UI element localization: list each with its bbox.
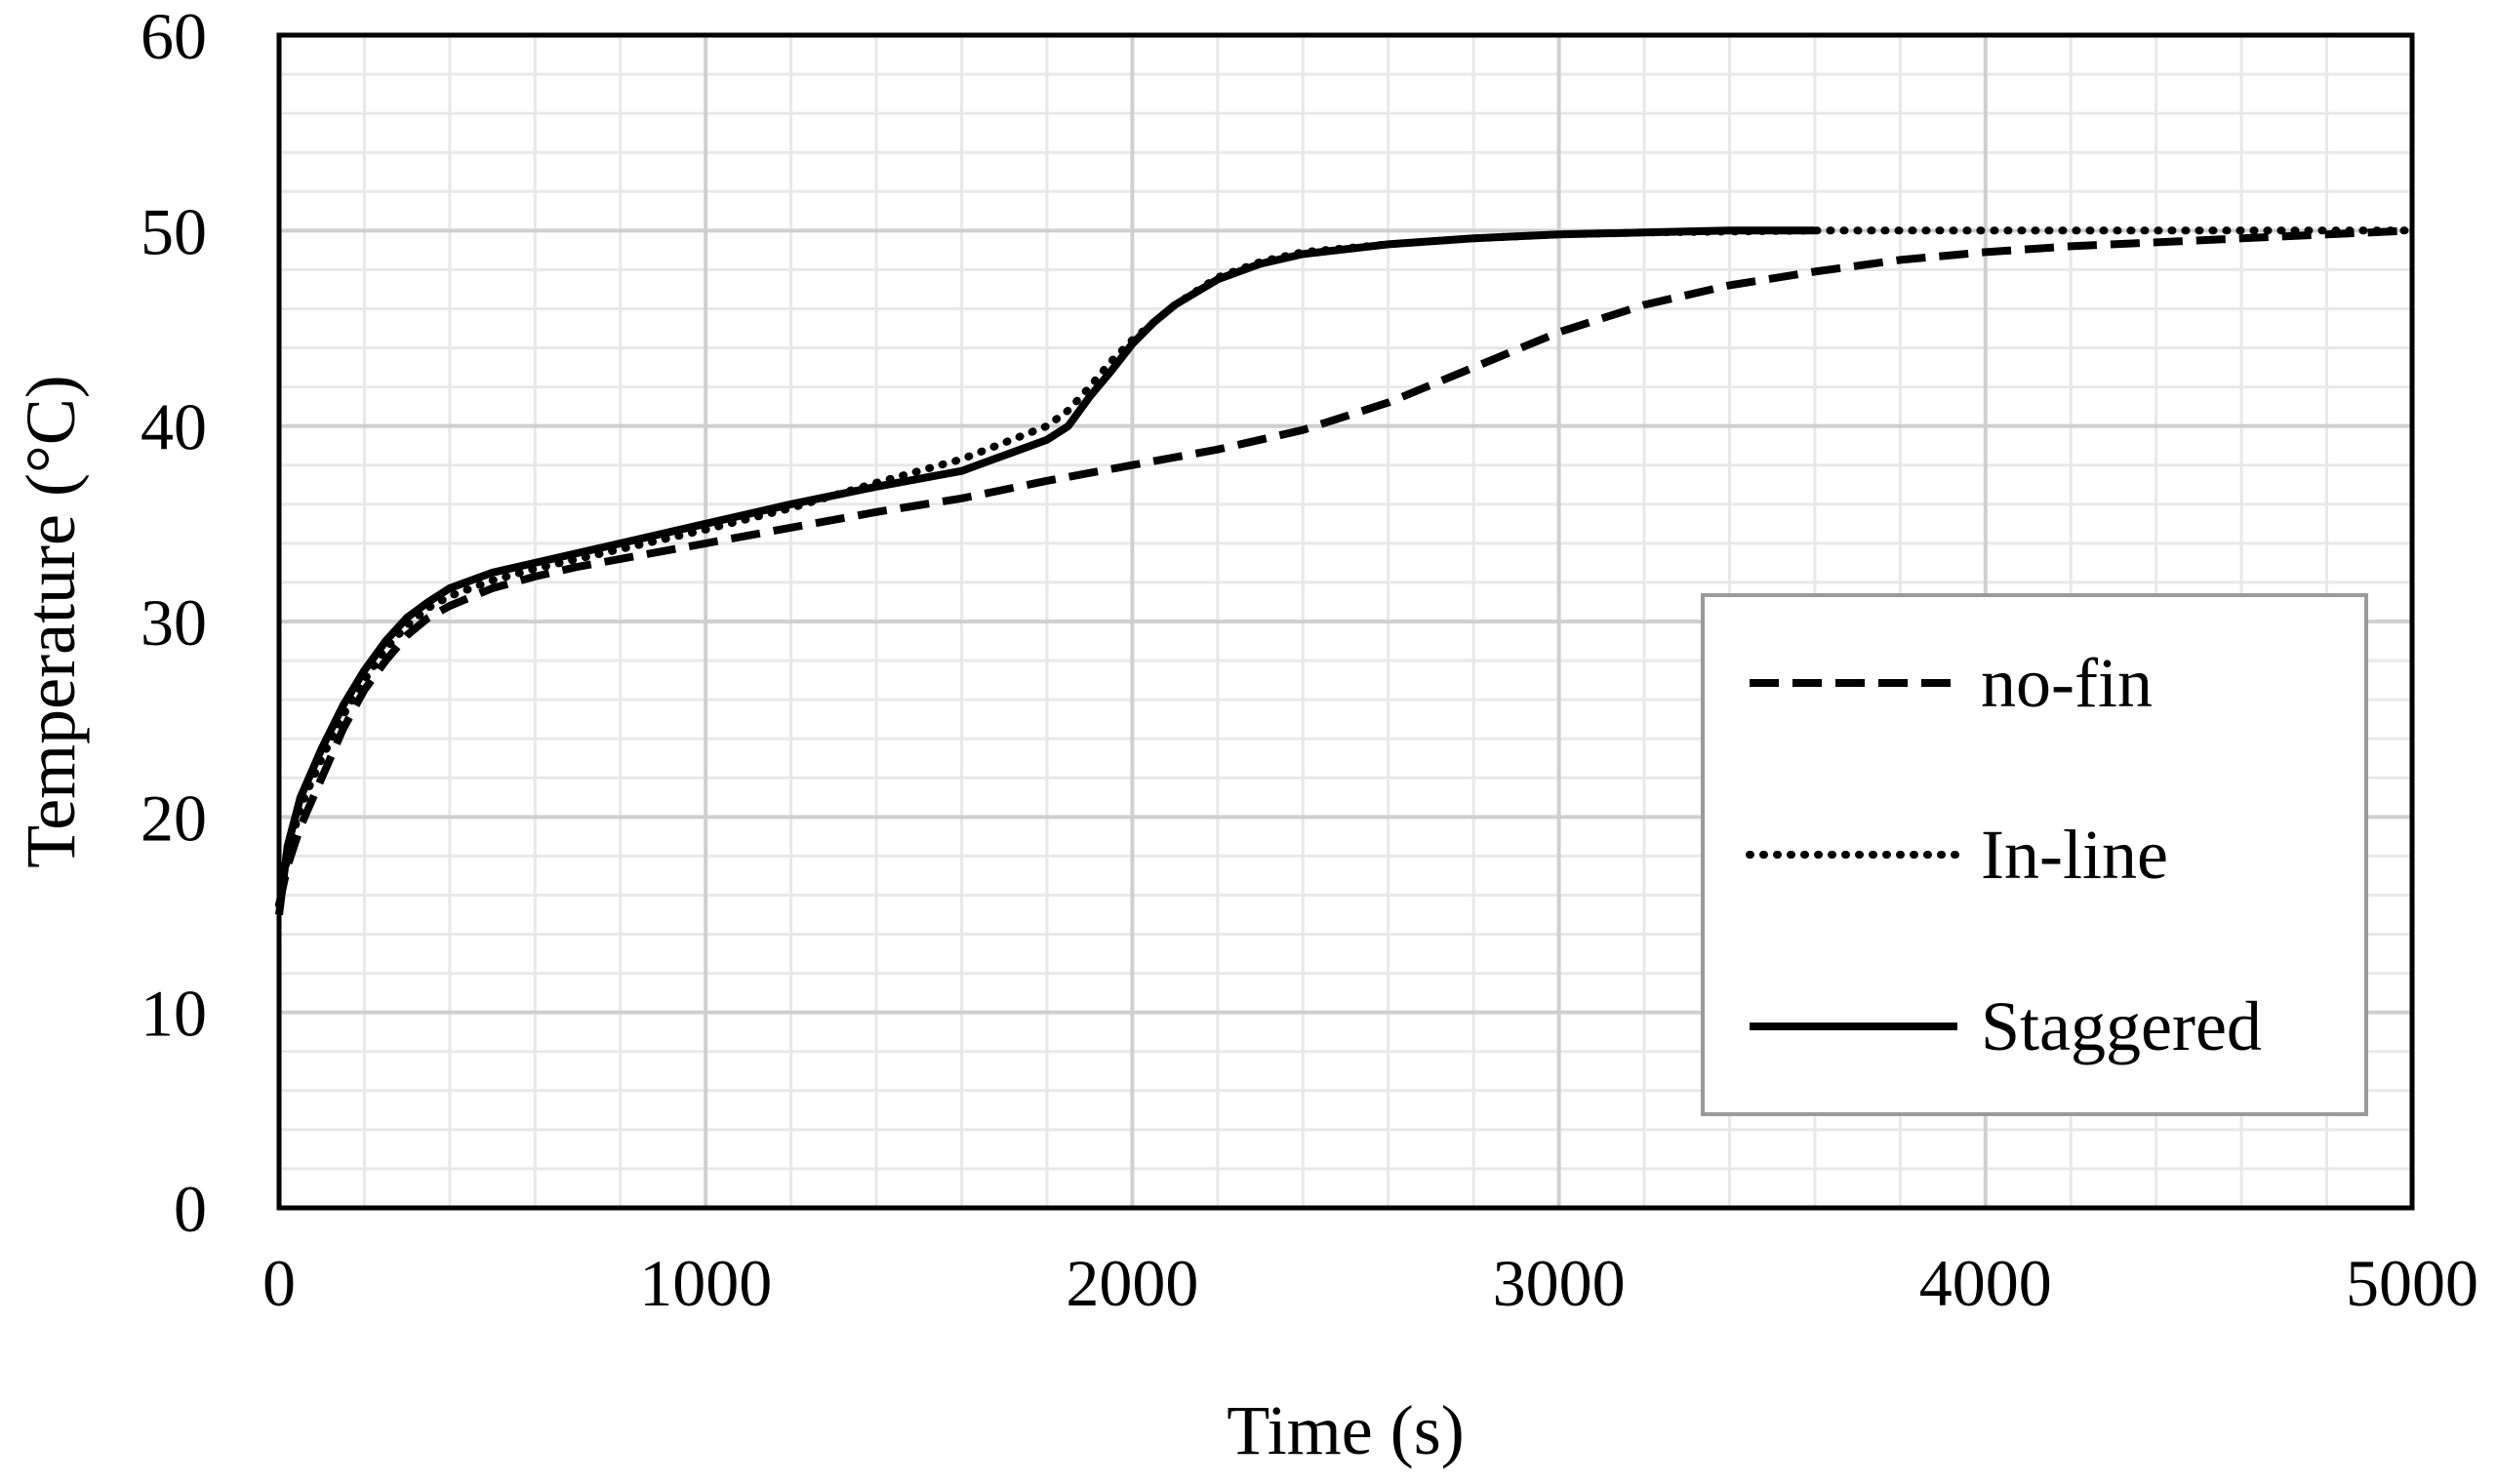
series-layer <box>275 226 2416 915</box>
legend-label-in-line: In-line <box>1981 816 2168 894</box>
y-tick-label: 60 <box>141 0 207 73</box>
x-tick-label: 0 <box>262 1246 296 1320</box>
y-tick-label: 0 <box>174 1172 207 1246</box>
plot-area-frame <box>276 32 2415 1211</box>
y-tick-label: 50 <box>141 194 207 268</box>
x-tick-label: 3000 <box>1493 1246 1626 1320</box>
x-tick-labels: 0 1000 2000 3000 4000 5000 <box>262 1246 2478 1320</box>
y-axis-title: Temperature (°C) <box>12 375 90 868</box>
x-tick-label: 1000 <box>639 1246 772 1320</box>
series-line-staggered <box>275 226 1815 915</box>
x-tick-label: 4000 <box>1919 1246 2052 1320</box>
x-tick-label: 2000 <box>1066 1246 1198 1320</box>
x-tick-label: 5000 <box>2346 1246 2478 1320</box>
y-tick-labels: 0 10 20 30 40 50 60 <box>141 0 207 1246</box>
legend: no-fin In-line Staggered <box>1701 593 2368 1116</box>
series-line-no-fin <box>275 226 2413 906</box>
x-axis-title: Time (s) <box>1227 1391 1464 1469</box>
y-tick-label: 40 <box>141 390 207 464</box>
y-tick-label: 10 <box>141 977 207 1051</box>
y-tick-label: 30 <box>141 585 207 660</box>
legend-label-no-fin: no-fin <box>1981 644 2153 722</box>
legend-label-staggered: Staggered <box>1981 987 2262 1065</box>
y-tick-label: 20 <box>141 781 207 855</box>
